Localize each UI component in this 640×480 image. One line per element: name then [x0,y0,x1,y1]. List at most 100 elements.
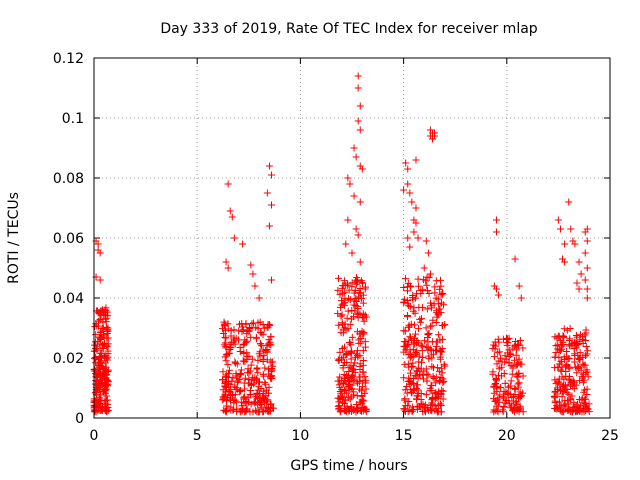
data-point [438,299,446,307]
data-point [354,117,362,125]
data-point [562,367,570,375]
data-point [349,366,357,374]
data-point [400,299,408,307]
data-point [226,388,234,396]
x-tick-label: 10 [291,428,309,444]
data-point [255,383,263,391]
data-point [441,362,449,370]
data-point [581,276,589,284]
data-point [402,159,410,167]
data-point [95,386,103,394]
data-point [519,372,527,380]
data-point [96,354,104,362]
data-point [336,373,344,381]
data-point [583,237,591,245]
data-point [491,380,499,388]
data-point [422,391,430,399]
data-point [359,368,367,376]
data-point [359,361,367,369]
data-point [96,399,104,407]
data-point [104,334,112,342]
data-point [504,383,512,391]
data-point [509,344,517,352]
data-point [408,336,416,344]
data-point [436,353,444,361]
data-point [337,312,345,320]
data-point [572,332,580,340]
data-point [570,345,578,353]
data-point [347,362,355,370]
data-point [415,303,423,311]
data-point [407,379,415,387]
data-point [409,296,417,304]
data-point [247,367,255,375]
data-point [100,332,108,340]
data-point [360,317,368,325]
data-point [571,240,579,248]
data-point [340,386,348,394]
data-point [505,346,513,354]
data-point [402,346,410,354]
data-point [552,348,560,356]
data-point [219,376,227,384]
data-point [237,387,245,395]
data-point [514,380,522,388]
data-point [489,370,497,378]
data-point [431,289,439,297]
data-point [412,290,420,298]
data-point [251,407,259,415]
data-point [582,369,590,377]
data-point [260,399,268,407]
data-point [257,329,265,337]
data-point [413,384,421,392]
data-point [356,362,364,370]
data-point [356,258,364,266]
data-point [243,327,251,335]
data-point [339,282,347,290]
data-point [416,315,424,323]
data-point [343,314,351,322]
data-point [337,408,345,416]
data-point [423,273,431,281]
data-point [560,325,568,333]
data-point [91,338,99,346]
data-point [99,344,107,352]
data-point [400,186,408,194]
data-point [348,306,356,314]
data-point [352,274,360,282]
data-point [406,189,414,197]
data-point [403,283,411,291]
data-point [428,354,436,362]
data-point [504,389,512,397]
data-point [348,385,356,393]
data-point [579,360,587,368]
data-point [231,391,239,399]
data-point [346,180,354,188]
data-point [354,72,362,80]
data-point [551,394,559,402]
data-point [573,369,581,377]
data-point [246,386,254,394]
data-point [428,387,436,395]
y-tick-label: 0.04 [53,291,84,307]
data-point [94,240,102,248]
data-point [219,368,227,376]
data-point [503,338,511,346]
data-point [413,403,421,411]
data-point [103,328,111,336]
data-point [335,398,343,406]
data-point [511,384,519,392]
data-point [356,198,364,206]
data-point [341,295,349,303]
data-point [566,364,574,372]
data-point [501,379,509,387]
data-point [362,377,370,385]
data-point [340,359,348,367]
data-point [264,365,272,373]
data-point [583,350,591,358]
data-point [239,240,247,248]
data-point [346,321,354,329]
data-point [551,364,559,372]
data-point [266,373,274,381]
data-point [334,394,342,402]
